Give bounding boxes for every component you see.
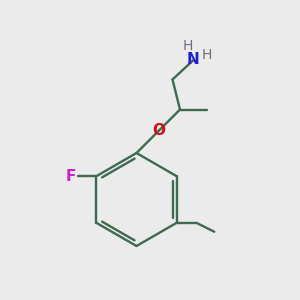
Text: O: O bbox=[152, 123, 166, 138]
Text: H: H bbox=[202, 49, 212, 62]
Text: F: F bbox=[65, 169, 76, 184]
Text: H: H bbox=[182, 40, 193, 53]
Text: N: N bbox=[187, 52, 200, 68]
